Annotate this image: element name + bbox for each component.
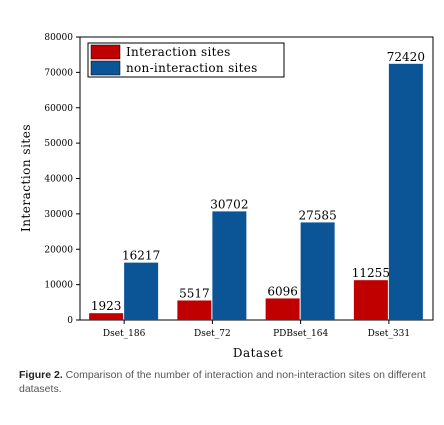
data-label-interaction: 5517 [179, 286, 210, 300]
data-label-non-interaction: 27585 [299, 208, 337, 222]
x-tick-label: Dset_331 [368, 329, 410, 339]
data-label-interaction: 11255 [352, 266, 390, 280]
data-label-non-interaction: 16217 [122, 249, 160, 263]
caption-label: Figure 2. [19, 369, 63, 381]
legend-label: Interaction sites [126, 45, 231, 59]
legend-swatch [90, 60, 121, 76]
bar-non-interaction-sites [124, 262, 159, 320]
data-label-non-interaction: 72420 [387, 50, 425, 64]
data-label-interaction: 1923 [91, 299, 122, 313]
y-tick-label: 0 [67, 316, 73, 326]
y-axis-label: Interaction sites [19, 124, 33, 232]
y-tick-label: 20000 [44, 245, 73, 255]
bar-interaction-sites [89, 313, 124, 320]
bar-interaction-sites [265, 298, 300, 320]
plot-area: 0 10000 20000 30000 40000 50000 60000 70000 8000… [44, 33, 434, 339]
legend-box [87, 42, 285, 78]
data-label-interaction: 6096 [267, 284, 298, 298]
x-axis-label: Dataset [233, 346, 283, 360]
y-tick-label: 60000 [44, 104, 73, 114]
legend-swatch [90, 44, 121, 60]
bar-interaction-sites [353, 280, 388, 320]
y-tick-label: 40000 [44, 175, 73, 185]
bar-non-interaction-sites [388, 63, 423, 321]
x-tick-label: Dset_186 [103, 329, 146, 339]
y-tick-label: 80000 [44, 33, 73, 43]
y-tick-label: 10000 [44, 281, 73, 291]
x-tick-label: Dset_72 [194, 329, 231, 339]
y-tick-label: 50000 [44, 139, 73, 149]
y-tick-label: 30000 [44, 210, 73, 220]
bar-non-interaction-sites [212, 211, 247, 320]
y-tick-label: 70000 [44, 68, 73, 78]
data-label-non-interaction: 30702 [210, 197, 248, 211]
figure-caption: Figure 2. Comparison of the number of in… [19, 368, 439, 396]
legend-label: non-interaction sites [126, 61, 258, 75]
caption-text: Comparison of the number of interaction … [19, 369, 426, 395]
bar-interaction-sites [177, 300, 212, 320]
bar-non-interaction-sites [300, 222, 335, 320]
x-tick-label: PDBset_164 [273, 329, 328, 339]
